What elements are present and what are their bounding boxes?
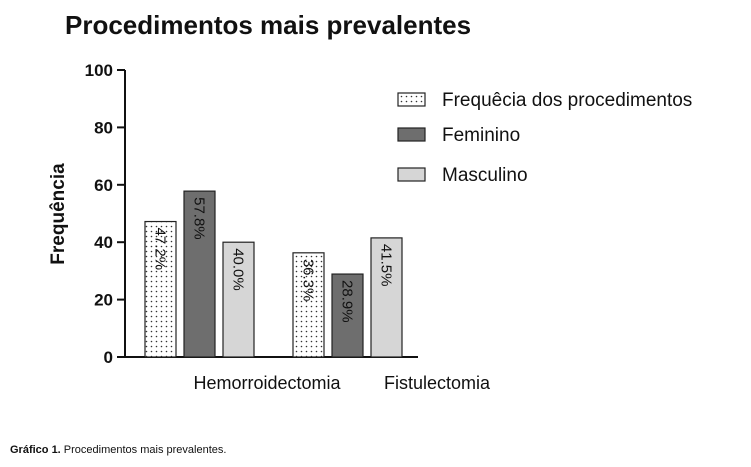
bar [292, 252, 325, 358]
legend-entry-label: Masculino [442, 165, 528, 186]
y-tick-label: 80 [94, 118, 113, 137]
x-category-label: Hemorroidectomia [193, 373, 341, 393]
caption-text: Procedimentos mais prevalentes. [60, 444, 227, 456]
bar [331, 273, 364, 358]
y-tick-label: 60 [94, 176, 113, 195]
y-tick-label: 20 [94, 291, 113, 310]
y-tick-label: 0 [104, 348, 113, 367]
chart-title: Procedimentos mais prevalentes [65, 10, 472, 40]
bar-data-label: 41.5% [378, 244, 395, 287]
y-axis-label: Frequência [48, 163, 69, 265]
figure-caption: Gráfico 1. Procedimentos mais prevalente… [10, 444, 226, 456]
bar-data-label: 47.2% [152, 228, 169, 271]
bar [222, 241, 255, 358]
bar [370, 237, 403, 358]
legend-swatch [397, 92, 426, 107]
caption-label: Gráfico 1. [10, 444, 61, 456]
bar-data-label: 40.0% [230, 248, 247, 291]
legend-swatch [397, 127, 426, 142]
bar-data-label: 36.3% [300, 259, 317, 302]
y-tick-label: 100 [85, 61, 113, 80]
y-tick-label: 40 [94, 233, 113, 252]
bar-data-label: 57.8% [191, 197, 208, 240]
legend-entry-label: Feminino [442, 125, 520, 146]
bar [183, 190, 216, 358]
legend-entry-label: Frequêcia dos procedimentos [442, 90, 692, 111]
legend-swatch [397, 167, 426, 182]
bar-data-label: 28.9% [339, 280, 356, 323]
bar [144, 220, 177, 358]
x-category-label: Fistulectomia [384, 373, 491, 393]
